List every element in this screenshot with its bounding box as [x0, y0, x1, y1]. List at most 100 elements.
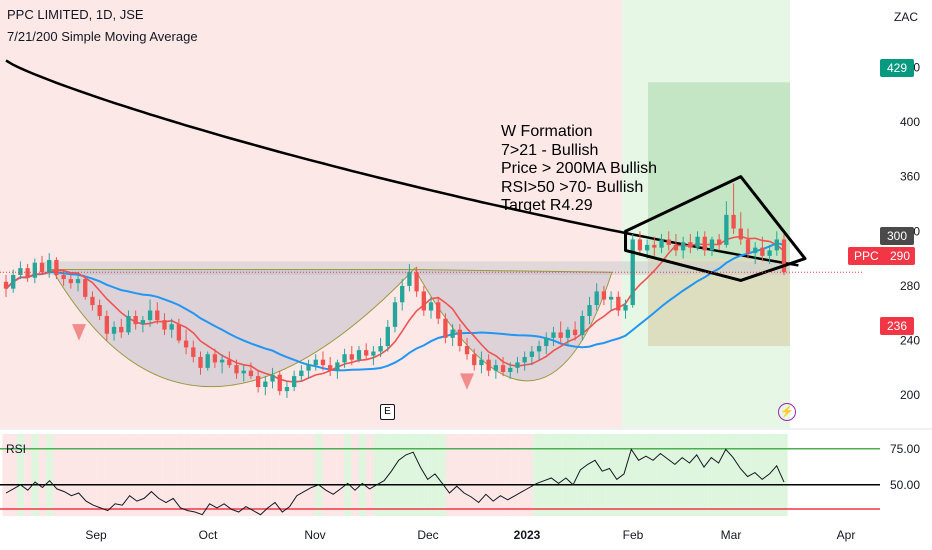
- candle: [191, 340, 196, 363]
- target-zone: [648, 82, 790, 259]
- rsi-zone-bar: [736, 434, 745, 516]
- signal-down-icon: [72, 324, 86, 341]
- rsi-zone-bar: [373, 434, 381, 516]
- rsi-zone-bar: [387, 434, 395, 516]
- rsi-zone-bar: [285, 434, 294, 516]
- rsi-zone-bar: [307, 434, 316, 516]
- candle: [486, 354, 491, 377]
- candle: [162, 313, 167, 336]
- candle-body: [47, 259, 52, 273]
- annotation-line: RSI>50 >70- Bullish: [501, 178, 644, 196]
- candle: [306, 359, 311, 379]
- rsi-zone-bar: [169, 434, 177, 516]
- candle-body: [717, 239, 722, 245]
- price-tick-label: 280: [900, 279, 920, 293]
- candle: [529, 346, 535, 366]
- rsi-zone-bar: [75, 434, 83, 516]
- candle-body: [745, 239, 751, 254]
- rsi-zone-bar: [569, 434, 577, 516]
- candle: [594, 283, 599, 311]
- candle-body: [18, 268, 23, 275]
- candle: [652, 236, 657, 256]
- rsi-zone-bar: [489, 434, 497, 516]
- candle: [666, 231, 671, 251]
- target-price-tag: 429: [880, 59, 914, 77]
- candle: [313, 354, 318, 371]
- candle-body: [299, 370, 304, 377]
- candle-body: [493, 365, 499, 371]
- rsi-zone-bar: [482, 434, 490, 516]
- candle-body: [522, 356, 527, 363]
- candle-body: [104, 315, 110, 334]
- candle: [234, 359, 239, 379]
- rsi-zone-bar: [67, 434, 76, 516]
- rsi-zone-bar: [467, 434, 475, 516]
- candle-body: [32, 262, 37, 278]
- candle-body: [61, 274, 66, 280]
- indicator-legend[interactable]: 7/21/200 Simple Moving Average: [7, 29, 198, 44]
- candle: [320, 351, 326, 371]
- candle-body: [147, 310, 153, 321]
- rsi-zone-bar: [474, 434, 483, 516]
- rsi-zone-bar: [24, 434, 32, 516]
- candle: [673, 234, 679, 256]
- candle-body: [306, 365, 311, 371]
- price-tick-label: 360: [900, 170, 920, 184]
- candle-body: [644, 244, 650, 251]
- candle-body: [39, 262, 45, 273]
- rsi-zone-bar: [714, 434, 723, 516]
- future-zone: [790, 0, 862, 428]
- rsi-zone-bar: [554, 434, 563, 516]
- candle-body: [760, 247, 765, 256]
- candle-body: [544, 337, 549, 347]
- candle-body: [191, 347, 196, 357]
- candle-body: [234, 365, 239, 374]
- candle-body: [428, 302, 434, 311]
- candle-body: [90, 296, 95, 306]
- rsi-zone-bar: [118, 434, 126, 516]
- candle-body: [688, 242, 693, 248]
- candle: [731, 183, 736, 234]
- candle: [436, 296, 441, 325]
- candle-body: [162, 320, 167, 330]
- chart-annotation[interactable]: W Formation 7>21 - Bullish Price > 200MA…: [501, 123, 657, 216]
- candle: [724, 201, 729, 248]
- candle: [709, 236, 715, 256]
- candle: [111, 321, 117, 341]
- rsi-zone-bar: [722, 434, 730, 516]
- rsi-zone-bar: [656, 434, 665, 516]
- candle: [450, 324, 455, 347]
- symbol-title[interactable]: PPC LIMITED, 1D, JSE: [7, 7, 144, 22]
- candle-body: [508, 367, 513, 372]
- candle-body: [284, 387, 290, 392]
- candle-body: [183, 340, 189, 348]
- candle-body: [83, 279, 88, 297]
- candle-body: [666, 239, 671, 245]
- rsi-zone-bar: [416, 434, 425, 516]
- rsi-zone-bar: [89, 434, 97, 516]
- lightning-icon[interactable]: ⚡: [778, 403, 796, 421]
- rsi-zone-bar: [300, 434, 308, 516]
- earnings-icon[interactable]: E: [380, 404, 395, 420]
- candle: [443, 313, 448, 344]
- candle: [558, 321, 563, 344]
- candle: [54, 257, 59, 280]
- candle: [760, 236, 765, 262]
- rsi-zone-bar: [351, 434, 359, 516]
- candle-body: [774, 239, 779, 251]
- time-tick-label: Feb: [623, 528, 644, 542]
- candle-body: [767, 250, 772, 256]
- rsi-zone-bar: [773, 434, 781, 516]
- candle-body: [572, 329, 578, 336]
- candle: [205, 351, 210, 371]
- candle: [75, 274, 81, 292]
- candle-body: [241, 370, 246, 374]
- w-right-arc: [414, 269, 613, 382]
- rsi-zone-bar: [293, 434, 301, 516]
- candle-body: [75, 279, 81, 284]
- annotation-line: W Formation: [501, 123, 593, 140]
- rsi-label[interactable]: RSI: [6, 442, 27, 456]
- rsi-zone-bar: [184, 434, 192, 516]
- candle-body: [630, 239, 635, 306]
